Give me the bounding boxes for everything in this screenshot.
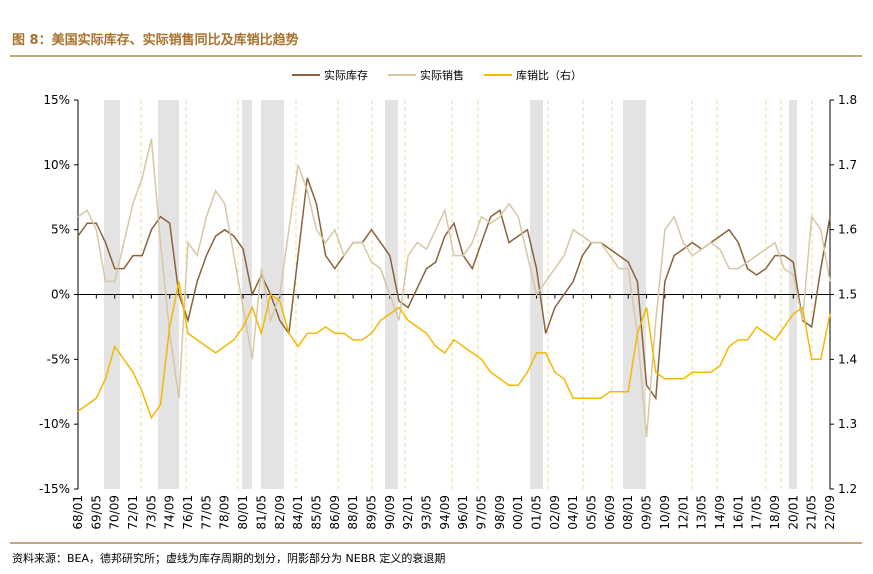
series-line [77, 177, 831, 401]
x-tick-label: 94/09 [438, 495, 452, 530]
x-tick-label: 86/09 [328, 495, 342, 530]
x-tick-label: 89/05 [364, 495, 378, 530]
x-tick-label: 88/01 [346, 495, 360, 530]
x-tick-label: 84/01 [291, 495, 305, 530]
x-tick-label: 93/05 [419, 495, 433, 530]
x-tick-label: 00/01 [511, 495, 525, 530]
y2-tick-label: 1.3 [838, 417, 857, 431]
series-line [77, 281, 831, 420]
x-tick-label: 68/01 [71, 495, 85, 530]
x-tick-label: 96/01 [456, 495, 470, 530]
source-note: 资料来源：BEA，德邦研究所；虚线为库存周期的划分，阴影部分为 NEBR 定义的… [12, 551, 445, 565]
x-tick-label: 06/09 [603, 495, 617, 530]
x-tick-label: 18/09 [768, 495, 782, 530]
chart-title: 图 8：美国实际库存、实际销售同比及库销比趋势 [12, 32, 299, 48]
x-tick-label: 78/09 [218, 495, 232, 530]
x-tick-label: 74/09 [163, 495, 177, 530]
y-tick-label: 0% [51, 288, 70, 302]
y2-tick-label: 1.4 [838, 352, 857, 366]
x-tick-label: 09/05 [640, 495, 654, 530]
x-tick-label: 98/09 [493, 495, 507, 530]
y2-tick-label: 1.2 [838, 482, 857, 496]
x-tick-label: 05/05 [585, 495, 599, 530]
y-tick-label: -15% [39, 482, 70, 496]
y-tick-label: 5% [51, 223, 70, 237]
x-tick-label: 01/05 [530, 495, 544, 530]
legend-label: 实际库存 [324, 68, 368, 82]
y2-tick-label: 1.5 [838, 288, 857, 302]
x-tick-label: 22/09 [823, 495, 837, 530]
x-tick-label: 73/05 [144, 495, 158, 530]
x-tick-label: 17/05 [750, 495, 764, 530]
x-tick-label: 10/09 [658, 495, 672, 530]
x-tick-label: 02/09 [548, 495, 562, 530]
series-line [77, 138, 831, 438]
x-tick-label: 16/01 [731, 495, 745, 530]
legend: 实际库存 实际销售 库销比（右） [292, 68, 582, 82]
x-tick-label: 12/01 [676, 495, 690, 530]
y2-tick-label: 1.6 [838, 223, 857, 237]
y2-tick-label: 1.7 [838, 158, 857, 172]
x-tick-label: 82/09 [273, 495, 287, 530]
y2-tick-label: 1.8 [838, 93, 857, 107]
x-tick-label: 77/05 [199, 495, 213, 530]
y-tick-label: -5% [47, 352, 70, 366]
x-tick-label: 70/09 [108, 495, 122, 530]
x-tick-label: 97/05 [475, 495, 489, 530]
y-tick-label: -10% [39, 417, 70, 431]
x-tick-label: 80/01 [236, 495, 250, 530]
x-tick-label: 20/01 [786, 495, 800, 530]
legend-label: 实际销售 [420, 68, 464, 82]
x-tick-label: 69/05 [89, 495, 103, 530]
y-tick-label: 15% [43, 93, 70, 107]
x-tick-label: 81/05 [254, 495, 268, 530]
x-tick-label: 76/01 [181, 495, 195, 530]
legend-label: 库销比（右） [516, 68, 582, 82]
x-tick-label: 92/01 [401, 495, 415, 530]
x-tick-label: 14/09 [713, 495, 727, 530]
x-tick-label: 08/01 [621, 495, 635, 530]
x-tick-label: 04/01 [566, 495, 580, 530]
x-tick-label: 13/05 [695, 495, 709, 530]
y-tick-label: 10% [43, 158, 70, 172]
x-tick-label: 72/01 [126, 495, 140, 530]
x-tick-label: 85/05 [309, 495, 323, 530]
x-tick-label: 21/05 [805, 495, 819, 530]
x-tick-label: 90/09 [383, 495, 397, 530]
